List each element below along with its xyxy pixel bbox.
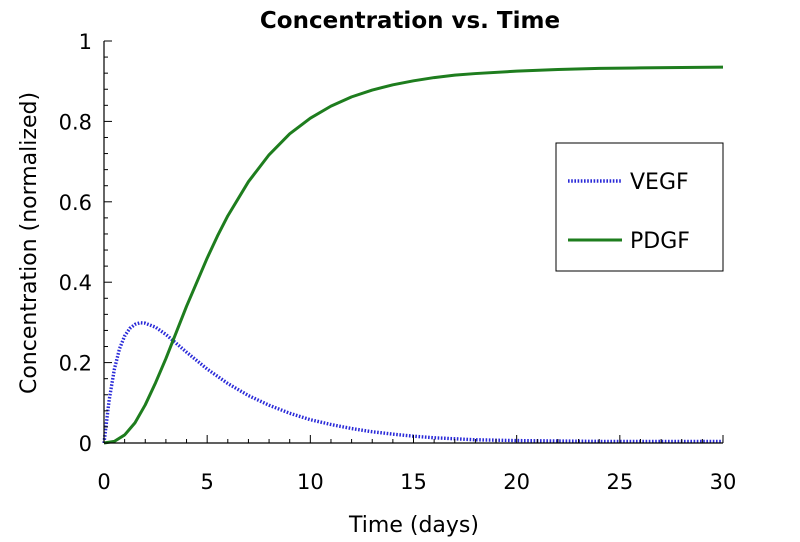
legend: VEGF PDGF bbox=[555, 142, 724, 272]
x-tick-label: 30 bbox=[710, 470, 737, 494]
axes: 0 5 10 15 20 25 30 0 0.2 0.4 0.6 0.8 1 bbox=[59, 30, 737, 494]
x-tick-label: 20 bbox=[503, 470, 530, 494]
y-tick-label: 0.6 bbox=[59, 191, 92, 215]
y-tick-label: 0.2 bbox=[59, 352, 92, 376]
x-tick-label: 15 bbox=[400, 470, 427, 494]
x-tick-label: 0 bbox=[97, 470, 110, 494]
x-tick-label: 25 bbox=[606, 470, 633, 494]
y-tick-label: 0.4 bbox=[59, 271, 92, 295]
legend-box bbox=[555, 142, 724, 272]
legend-label-vegf: VEGF bbox=[630, 170, 689, 195]
chart-title: Concentration vs. Time bbox=[260, 8, 560, 34]
y-tick-label: 0.8 bbox=[59, 110, 92, 134]
series-line-pdgf bbox=[103, 65, 724, 445]
y-tick-label: 0 bbox=[79, 432, 92, 456]
legend-label-pdgf: PDGF bbox=[630, 229, 690, 254]
x-tick-label: 5 bbox=[200, 470, 213, 494]
y-axis-label: Concentration (normalized) bbox=[17, 92, 42, 394]
plot-area bbox=[102, 65, 724, 445]
x-axis-label: Time (days) bbox=[348, 513, 479, 538]
x-tick-label: 10 bbox=[297, 470, 324, 494]
y-tick-label: 1 bbox=[79, 30, 92, 54]
series-line-vegf bbox=[102, 321, 723, 444]
